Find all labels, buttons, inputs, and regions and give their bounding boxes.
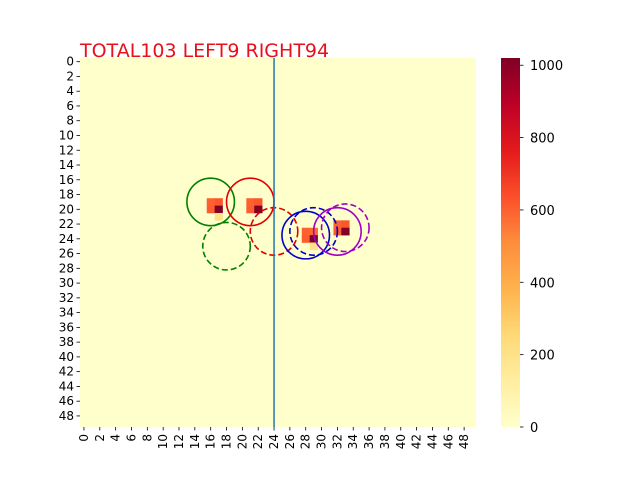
y-tick-label: 14	[59, 158, 74, 172]
y-tick-label: 32	[59, 291, 74, 305]
colorbar-tick-label: 0	[530, 421, 538, 436]
heatmap-cell	[301, 235, 310, 243]
colorbar-gradient	[501, 58, 520, 427]
x-tick-label: 38	[378, 434, 392, 449]
x-axis-ticks: 0 2 4 6 8 10 12 14 16 18 20 22 24 26 28 30 32 34 36 38 40 42 4…	[77, 427, 471, 449]
y-tick-label: 30	[59, 276, 74, 290]
colorbar-tick-label: 800	[530, 132, 555, 147]
y-tick-label: 46	[59, 394, 74, 408]
colorbar-tick-label: 400	[530, 276, 555, 291]
colorbar: 0 200 400 600 800 1000	[501, 58, 563, 436]
colorbar-ticks: 0 200 400 600 800 1000	[520, 59, 563, 436]
heatmap-cell	[254, 205, 263, 214]
y-tick-label: 12	[59, 143, 74, 157]
dashed-circle-marker	[289, 206, 339, 256]
x-tick-label: 8	[140, 434, 154, 442]
chart-title: TOTAL103 LEFT9 RIGHT94	[79, 40, 329, 62]
x-tick-label: 6	[124, 434, 138, 442]
x-tick-label: 4	[109, 434, 123, 442]
y-tick-label: 48	[59, 409, 74, 423]
circle-marker	[186, 177, 236, 227]
heatmap-cell	[206, 205, 215, 214]
x-tick-label: 18	[220, 434, 234, 449]
y-tick-label: 36	[59, 320, 74, 334]
heatmap-cell	[206, 198, 215, 206]
plot-area	[80, 58, 476, 427]
x-tick-label: 36	[362, 434, 376, 449]
heatmap-background	[80, 58, 476, 427]
x-tick-label: 48	[457, 434, 471, 449]
heatmap-cell	[341, 220, 350, 229]
y-tick-label: 22	[59, 217, 74, 231]
x-tick-label: 10	[156, 434, 170, 449]
dashed-circle-marker	[201, 221, 252, 271]
y-tick-label: 44	[59, 379, 74, 393]
x-tick-label: 26	[283, 434, 297, 449]
circle-marker	[281, 210, 331, 260]
x-tick-label: 14	[188, 434, 202, 449]
x-tick-label: 16	[204, 434, 218, 449]
y-tick-label: 10	[59, 128, 74, 142]
y-tick-label: 26	[59, 247, 74, 261]
x-tick-label: 30	[315, 434, 329, 449]
x-tick-label: 32	[330, 434, 344, 449]
circle-marker	[312, 206, 362, 256]
x-tick-label: 44	[425, 434, 439, 449]
y-axis-ticks: 0246810121416182022242628303234363840424…	[59, 55, 80, 423]
y-tick-label: 8	[66, 114, 74, 128]
y-tick-label: 2	[66, 69, 74, 83]
x-tick-label: 20	[235, 434, 249, 449]
x-tick-label: 2	[93, 434, 107, 442]
heatmap-cell	[246, 205, 255, 214]
x-tick-label: 0	[77, 434, 91, 442]
y-tick-label: 34	[59, 306, 74, 320]
x-tick-label: 24	[267, 434, 281, 449]
heatmap-cell	[254, 198, 263, 206]
heatmap-cell	[341, 227, 350, 236]
y-tick-label: 24	[59, 232, 74, 246]
x-tick-label: 34	[346, 434, 360, 449]
y-tick-label: 6	[66, 99, 74, 113]
heatmap-cell	[301, 227, 310, 236]
dashed-circle-marker	[320, 203, 370, 253]
colorbar-tick-label: 1000	[530, 59, 563, 74]
y-tick-label: 38	[59, 335, 74, 349]
heatmap-cell	[214, 205, 223, 214]
y-tick-label: 42	[59, 365, 74, 379]
heatmap-cell	[214, 212, 223, 221]
colorbar-tick-label: 600	[530, 204, 555, 219]
heatmap-cell	[309, 242, 318, 251]
x-tick-label: 22	[251, 434, 265, 449]
y-tick-label: 4	[66, 84, 74, 98]
heatmap-cell	[214, 198, 223, 206]
x-tick-label: 12	[172, 434, 186, 449]
y-tick-label: 16	[59, 173, 74, 187]
y-tick-label: 28	[59, 261, 74, 275]
colorbar-tick-label: 200	[530, 349, 555, 364]
y-tick-label: 18	[59, 188, 74, 202]
heatmap-cell	[333, 220, 342, 229]
x-tick-label: 40	[394, 434, 408, 449]
y-tick-label: 40	[59, 350, 74, 364]
heatmap-cell	[309, 235, 318, 243]
x-tick-label: 42	[410, 434, 424, 449]
x-tick-label: 46	[441, 434, 455, 449]
x-tick-label: 28	[299, 434, 313, 449]
y-tick-label: 20	[59, 202, 74, 216]
heatmap-cell	[246, 198, 255, 206]
y-tick-label: 0	[66, 55, 74, 69]
